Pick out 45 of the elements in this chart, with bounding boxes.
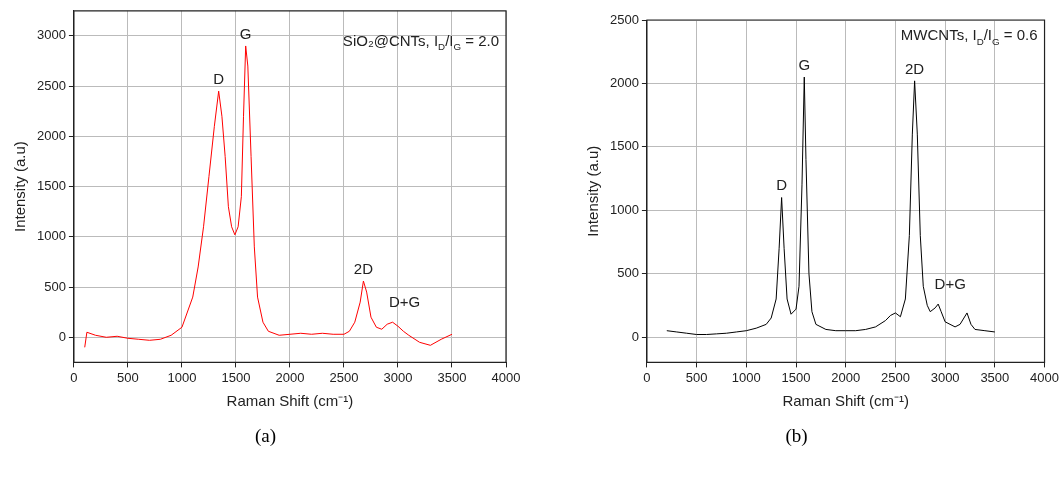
y-tick-label: 0 <box>631 328 639 344</box>
y-tick-label: 2000 <box>37 127 66 143</box>
y-tick-label: 2500 <box>610 11 639 27</box>
x-tick-label: 0 <box>70 369 78 385</box>
x-tick-label: 1500 <box>221 369 251 385</box>
x-tick-label: 0 <box>643 369 651 385</box>
y-tick-label: 1500 <box>610 138 639 154</box>
x-tick-label: 4000 <box>1030 369 1059 385</box>
y-tick-label: 500 <box>44 278 66 294</box>
annotation: G <box>239 24 252 42</box>
annotation: D+G <box>934 274 966 292</box>
y-tick-label: 0 <box>58 328 66 344</box>
y-tick-label: 500 <box>617 265 639 281</box>
x-tick-label: 1000 <box>167 369 197 385</box>
annotation: 2D <box>905 59 925 77</box>
y-tick-label: 1000 <box>610 201 639 217</box>
annotation: D+G <box>388 292 421 310</box>
x-tick-label: 2000 <box>275 369 305 385</box>
annotation: 2D <box>353 259 374 277</box>
annotation: D <box>213 69 225 87</box>
y-axis-title: Intensity (a.u) <box>584 145 602 237</box>
y-tick-label: 1500 <box>37 178 66 194</box>
x-tick-label: 3000 <box>930 369 960 385</box>
x-tick-label: 3500 <box>437 369 467 385</box>
x-axis-title: Raman Shift (cm⁻¹) <box>226 392 354 410</box>
text: (a) <box>253 425 278 447</box>
x-tick-label: 3500 <box>980 369 1010 385</box>
y-axis-title: Intensity (a.u) <box>11 141 29 233</box>
annotation: G <box>798 55 811 73</box>
y-tick-label: 2500 <box>37 77 66 93</box>
x-tick-label: 2500 <box>880 369 910 385</box>
x-tick-label: 500 <box>117 369 139 385</box>
text: (b) <box>784 425 809 447</box>
x-tick-label: 3000 <box>383 369 413 385</box>
y-tick-label: 3000 <box>37 27 66 43</box>
x-tick-label: 1000 <box>731 369 761 385</box>
x-tick-label: 2000 <box>831 369 861 385</box>
x-tick-label: 2500 <box>329 369 359 385</box>
x-tick-label: 4000 <box>491 369 521 385</box>
x-tick-label: 500 <box>685 369 708 385</box>
x-axis-title: Raman Shift (cm⁻¹) <box>782 392 910 410</box>
y-tick-label: 2000 <box>610 74 639 90</box>
y-tick-label: 1000 <box>37 228 66 244</box>
x-tick-label: 1500 <box>781 369 811 385</box>
annotation: D <box>776 176 788 194</box>
